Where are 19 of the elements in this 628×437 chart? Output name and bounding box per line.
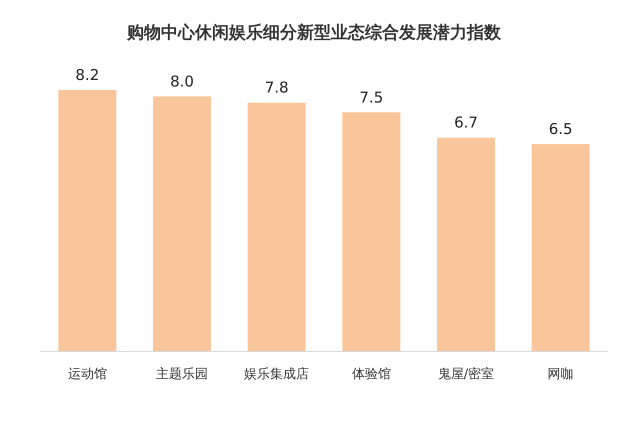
bar <box>342 112 400 351</box>
data-label: 6.5 <box>548 120 573 138</box>
bar <box>248 102 306 351</box>
data-label: 7.5 <box>359 88 384 106</box>
data-label: 8.0 <box>170 72 194 90</box>
x-tick-label: 娱乐集成店 <box>244 366 310 382</box>
bar <box>532 144 590 351</box>
data-label: 6.7 <box>454 114 478 132</box>
x-tick-label: 运动馆 <box>68 367 107 382</box>
data-label: 7.8 <box>264 78 289 97</box>
bar <box>153 96 211 351</box>
data-label: 8.2 <box>75 66 100 84</box>
x-tick-label: 主题乐园 <box>156 366 208 382</box>
bar <box>437 138 495 351</box>
chart-title: 购物中心休闲娱乐细分新型业态综合发展潜力指数 <box>126 23 502 43</box>
x-tick-label: 体验馆 <box>352 367 391 382</box>
bar <box>58 90 116 351</box>
x-tick-label: 网咖 <box>548 367 574 382</box>
x-tick-label: 鬼屋/密室 <box>438 366 494 382</box>
